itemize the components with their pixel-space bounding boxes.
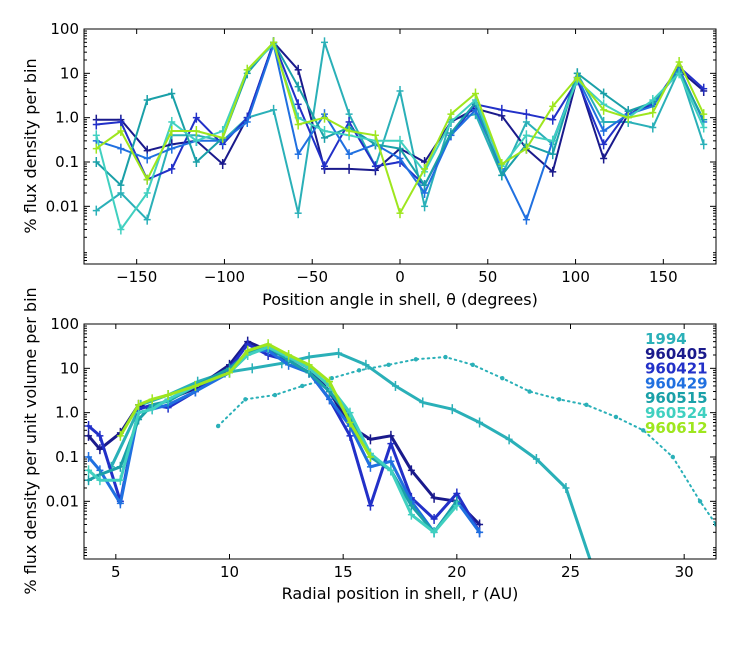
- legend-entry-960405: 960405: [645, 345, 708, 363]
- top-x-tick-label: −50: [296, 268, 328, 286]
- top-x-tick-label: −150: [116, 268, 157, 286]
- bottom-x-tick-label: 25: [561, 563, 580, 581]
- bottom-point-1994-dotted: [470, 362, 475, 368]
- legend-entry-960429: 960429: [645, 374, 708, 392]
- bottom-x-tick-label: 10: [220, 563, 239, 581]
- top-x-tick-label: 100: [561, 268, 590, 286]
- bottom-point-1994-dotted: [413, 357, 419, 362]
- bottom-plot-frame: [83, 323, 717, 560]
- legend-entry-960612: 960612: [645, 419, 708, 437]
- top-y-tick-label: 100: [50, 20, 79, 38]
- bottom-ticks: [84, 323, 716, 560]
- top-y-tick-label: 10: [60, 64, 79, 82]
- bottom-point-1994-dotted: [443, 354, 448, 360]
- bottom-point-1994-dotted: [697, 499, 703, 504]
- top-y-tick-label: 0.1: [55, 153, 79, 171]
- panel-position-angle: −150 −100 −50 0 50 100 150 0.01 0.1 1.0 10 100 Posi…: [21, 20, 717, 309]
- top-series-group: [92, 37, 708, 235]
- bottom-x-tick-label: 5: [111, 563, 121, 581]
- bottom-series-1994-dotted: [217, 356, 716, 526]
- top-x-axis-label: Position angle in shell, θ (degrees): [262, 290, 538, 309]
- bottom-y-tick-label: 0.01: [46, 492, 79, 510]
- top-plot-frame: [83, 28, 717, 265]
- bottom-point-1994-dotted: [527, 389, 532, 394]
- top-x-tick-label: 50: [478, 268, 497, 286]
- bottom-point-1994-dotted: [386, 362, 391, 368]
- bottom-series-960405: [87, 340, 482, 526]
- bottom-point-1994-dotted: [613, 414, 619, 420]
- top-x-tick-label: 0: [395, 268, 405, 286]
- bottom-y-axis-label: % flux density per unit volume per bin: [21, 287, 40, 594]
- bottom-series-960524: [87, 345, 459, 534]
- top-y-tick-label: 0.01: [46, 197, 79, 215]
- top-series-960612: [95, 41, 705, 215]
- bottom-y-tick-label: 1.0: [55, 404, 79, 422]
- bottom-point-1994-dotted: [641, 428, 646, 433]
- bottom-tick-labels: 5 10 15 20 25 30 0.01 0.1 1.0 10 100: [46, 315, 694, 581]
- top-tick-labels: −150 −100 −50 0 50 100 150 0.01 0.1 1.0 10 100: [46, 20, 678, 286]
- bottom-x-tick-label: 20: [447, 563, 466, 581]
- bottom-point-1994-dotted: [300, 383, 305, 389]
- bottom-series-1994: [109, 351, 592, 559]
- bottom-y-tick-label: 0.1: [55, 448, 79, 466]
- bottom-point-1994-dotted: [584, 402, 589, 408]
- legend-entry-960421: 960421: [645, 360, 708, 378]
- legend-entry-960524: 960524: [645, 404, 708, 422]
- bottom-point-1994-dotted: [243, 397, 248, 402]
- bottom-point-1994-dotted: [556, 397, 562, 402]
- bottom-y-tick-label: 10: [60, 359, 79, 377]
- top-x-tick-label: 150: [649, 268, 678, 286]
- bottom-point-1994-dotted: [329, 375, 334, 381]
- legend-entry-1994: 1994: [645, 330, 687, 348]
- bottom-point-1994-dotted: [713, 522, 716, 527]
- bottom-point-1994-dotted: [215, 423, 221, 429]
- bottom-series-group: [85, 336, 716, 559]
- bottom-series-960515: [87, 345, 459, 534]
- bottom-x-tick-label: 15: [334, 563, 353, 581]
- bottom-point-1994-dotted: [272, 392, 278, 398]
- bottom-series-960421: [87, 342, 482, 534]
- legend-entry-960515: 960515: [645, 389, 708, 407]
- bottom-point-1994-dotted: [500, 375, 505, 381]
- top-y-axis-label: % flux density per bin: [21, 58, 40, 233]
- bottom-x-tick-label: 30: [675, 563, 694, 581]
- top-x-tick-label: −100: [204, 268, 245, 286]
- bottom-x-axis-label: Radial position in shell, r (AU): [282, 584, 519, 603]
- bottom-point-1994-dotted: [356, 368, 362, 373]
- top-y-tick-label: 1.0: [55, 109, 79, 127]
- bottom-point-1994-dotted: [670, 454, 676, 460]
- bottom-y-tick-label: 100: [50, 315, 79, 333]
